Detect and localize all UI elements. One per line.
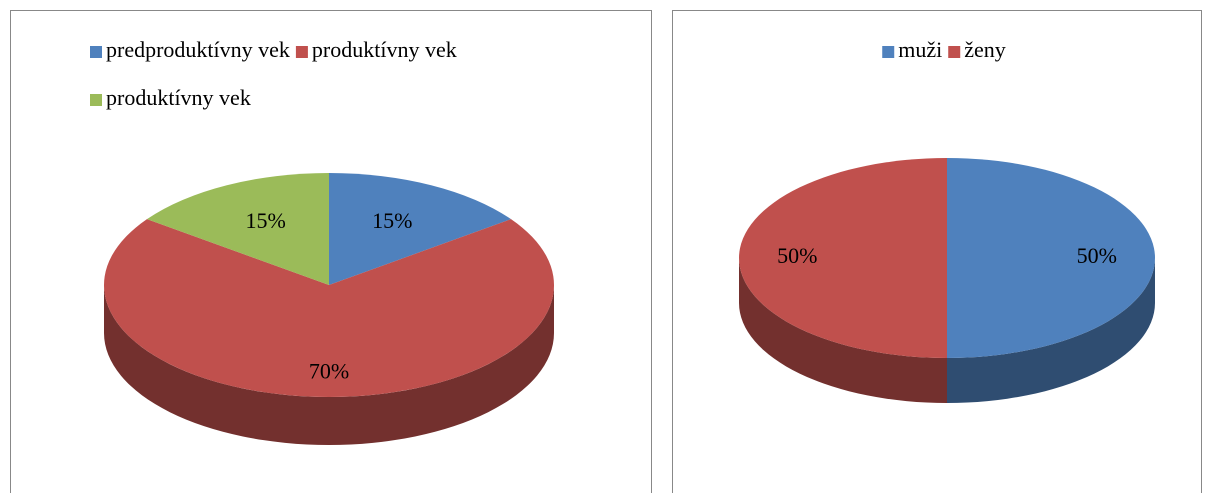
pie-slice <box>739 158 947 358</box>
legend-label: ženy <box>964 37 1006 62</box>
data-label: 50% <box>777 243 817 268</box>
legend-label: produktívny vek <box>312 37 457 62</box>
data-label: 50% <box>1077 243 1117 268</box>
legend-swatch <box>90 94 102 106</box>
pie-slice <box>329 173 512 285</box>
legend-swatch <box>948 46 961 58</box>
pie-slice <box>104 219 555 397</box>
pie-side <box>739 258 947 403</box>
legend-swatch <box>882 46 895 58</box>
data-label: 15% <box>372 208 412 233</box>
pie-side <box>947 258 1155 403</box>
pie-slice <box>947 158 1155 358</box>
data-label: 70% <box>309 359 349 384</box>
legend-swatch <box>295 46 308 58</box>
pie-slice <box>146 173 329 285</box>
legend-label: predproduktívny vek <box>106 37 290 62</box>
legend-swatch <box>90 46 102 58</box>
legend-label: produktívny vek <box>106 85 251 110</box>
data-label: 15% <box>246 208 286 233</box>
legend-label: muži <box>898 37 942 62</box>
pie-side <box>104 285 554 445</box>
